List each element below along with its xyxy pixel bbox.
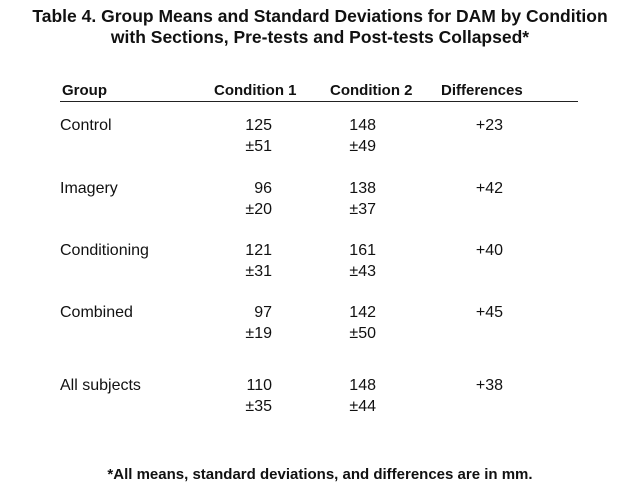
condition-1-mean-cell: 97 <box>254 304 272 321</box>
condition-2-sd-cell: ±44 <box>349 398 376 415</box>
condition-1-sd-cell: ±35 <box>245 398 272 415</box>
difference-cell: +23 <box>475 117 503 134</box>
difference-cell: +38 <box>475 377 503 394</box>
condition-1-mean-cell: 125 <box>245 117 272 134</box>
column-header-differences: Differences <box>441 82 523 99</box>
group-cell: Control <box>60 117 112 134</box>
table-footnote: *All means, standard deviations, and dif… <box>107 466 533 483</box>
condition-1-mean-cell: 121 <box>245 242 272 259</box>
table-title-line-2: with Sections, Pre-tests and Post-tests … <box>110 27 530 47</box>
difference-cell: +40 <box>475 242 503 259</box>
group-cell: Conditioning <box>60 242 149 259</box>
condition-2-mean-cell: 161 <box>349 242 376 259</box>
condition-2-sd-cell: ±37 <box>349 201 376 218</box>
condition-2-mean-cell: 148 <box>349 117 376 134</box>
table-title: Table 4. Group Means and Standard Deviat… <box>0 6 640 48</box>
condition-2-mean-cell: 138 <box>349 180 376 197</box>
condition-2-sd-cell: ±49 <box>349 138 376 155</box>
column-header-condition-2: Condition 2 <box>330 82 413 99</box>
column-header-condition-1: Condition 1 <box>214 82 297 99</box>
condition-2-mean-cell: 148 <box>349 377 376 394</box>
table-title-line-1: Table 4. Group Means and Standard Deviat… <box>32 6 608 26</box>
condition-2-sd-cell: ±50 <box>349 325 376 342</box>
difference-cell: +45 <box>475 304 503 321</box>
group-cell: Imagery <box>60 180 118 197</box>
condition-1-sd-cell: ±19 <box>245 325 272 342</box>
difference-cell: +42 <box>475 180 503 197</box>
header-rule <box>60 101 578 102</box>
condition-1-sd-cell: ±31 <box>245 263 272 280</box>
condition-1-mean-cell: 96 <box>254 180 272 197</box>
condition-2-sd-cell: ±43 <box>349 263 376 280</box>
condition-1-sd-cell: ±51 <box>245 138 272 155</box>
group-cell: Combined <box>60 304 133 321</box>
group-cell: All subjects <box>60 377 141 394</box>
column-header-group: Group <box>62 82 107 99</box>
condition-1-mean-cell: 110 <box>246 377 272 394</box>
condition-1-sd-cell: ±20 <box>245 201 272 218</box>
condition-2-mean-cell: 142 <box>349 304 376 321</box>
